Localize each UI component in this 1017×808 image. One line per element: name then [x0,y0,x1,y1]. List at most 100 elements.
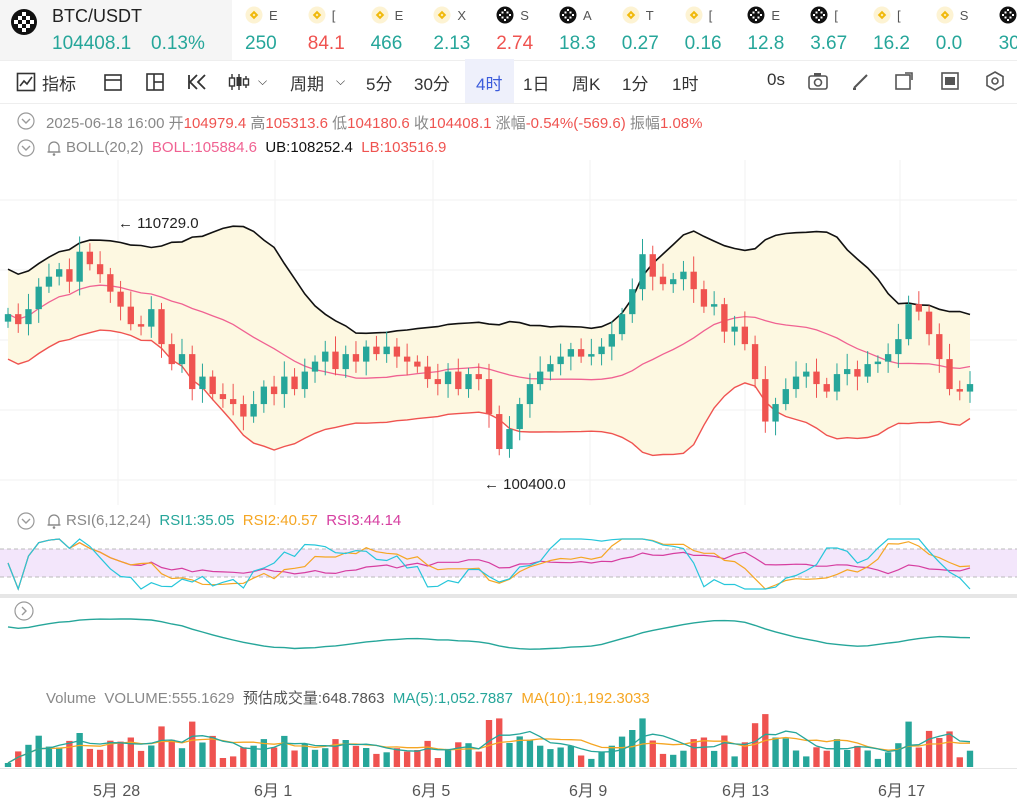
candle-body [86,251,94,265]
x-axis-label: 6月 17 [878,783,926,800]
pencil-icon[interactable] [851,71,871,91]
candle-body [250,404,257,417]
rsi-chart[interactable] [0,535,1017,592]
indicator-line-chart[interactable] [0,600,1017,680]
volume-bar [168,739,175,767]
ticker-item[interactable]: [16.2 [873,0,931,60]
candle-body [884,354,892,362]
ticker-item[interactable]: [84.1 [308,0,366,60]
change-value: -0.54%(-569.6) [525,115,626,132]
interval-tab[interactable]: 1时 [672,75,699,94]
volume-bar [946,731,953,767]
collapse-icon[interactable] [17,112,35,130]
x-axis-label: 6月 1 [254,783,293,800]
chevron-down-icon[interactable]: ⌵ [258,74,268,88]
ticker-item[interactable]: 30 [999,0,1017,60]
ticker-item[interactable]: [3.67 [810,0,868,60]
volume-bar [434,758,442,767]
volume-bar [76,733,83,767]
ticker-item[interactable]: E 250 [245,0,303,60]
candle-body [434,379,442,385]
ticker-item[interactable]: S 2.74 [496,0,554,60]
bell-icon[interactable] [45,139,63,157]
candle-body [936,334,943,360]
expand-icon[interactable] [14,601,34,621]
candle-body [557,356,564,365]
candle-body [117,291,124,307]
volume-bar [444,748,452,767]
x-axis-label: 6月 9 [569,783,608,800]
candle-body [854,369,861,377]
ticker-value: 84.1 [307,33,345,54]
candle-body [751,344,759,380]
ticker-value: 466 [370,33,403,54]
ticker-name: S [520,8,529,23]
ticker-name: E [394,8,404,23]
bnb-icon [433,6,451,24]
chevron-down-icon[interactable]: ⌵ [336,74,346,88]
volume-chart[interactable] [0,705,1017,767]
interval-tab[interactable]: 1日 [523,75,550,94]
x-axis-label: 5月 28 [93,783,141,800]
countdown-label: 0s [767,70,785,89]
volume-bar [844,750,851,767]
volume-bar [322,748,329,767]
volume-bar [577,755,585,767]
ticker-item[interactable]: [0.16 [685,0,743,60]
layout-icon[interactable] [145,72,165,92]
volume-bar [96,749,104,767]
bnb-icon [685,6,703,24]
volume-bar [680,750,687,767]
volume-bar [833,739,841,767]
candle-body [844,369,851,375]
rewind-icon[interactable] [187,72,209,92]
token-icon [810,6,828,24]
volume-bar [240,747,247,767]
candlestick-chart[interactable]: ← 110729.0 ← 100400.0 [0,160,1017,505]
interval-tab[interactable]: 4时 [476,75,503,94]
volume-bar [864,750,871,767]
volume-bar [86,748,94,767]
candle-body [782,389,789,405]
est-volume: 预估成交量:648.7863 [242,690,385,707]
volume-bar [229,756,237,767]
period-dropdown[interactable]: 周期 [290,75,324,94]
volume-bar [608,745,615,767]
screen-icon[interactable] [940,71,960,91]
ticker-item[interactable]: A 18.3 [559,0,617,60]
interval-tab[interactable]: 1分 [622,75,649,94]
interval-tab[interactable]: 5分 [366,75,393,94]
ticker-item[interactable]: S 0.0 [936,0,994,60]
fullscreen-icon[interactable] [894,71,914,91]
bell-icon[interactable] [45,512,63,530]
ticker-item[interactable]: T 0.27 [622,0,680,60]
candle-body [96,264,104,275]
settings-icon[interactable] [985,71,1005,91]
ohlc-info: 2025-06-18 16:00 开104979.4 高105313.6 低10… [46,112,702,133]
interval-tab[interactable]: 30分 [414,75,450,94]
candle-body [588,354,595,357]
candle-body [680,271,687,280]
volume-bar [270,747,278,767]
candle-body [414,361,421,367]
volume-bar [209,735,216,767]
collapse-icon[interactable] [17,139,35,157]
indicator-icon[interactable] [16,72,36,92]
ticker-item[interactable]: X 2.13 [433,0,491,60]
candle-body [639,254,646,290]
camera-icon[interactable] [807,71,829,91]
ticker-name: S [959,8,969,23]
indicator-button[interactable]: 指标 [42,75,76,94]
pair-selector[interactable]: BTC/USDT 104408.1 0.13% [0,0,232,60]
volume-bar [659,753,667,767]
candle-type-icon[interactable] [228,72,250,92]
calendar-icon[interactable] [103,72,123,92]
volume-bar [588,758,595,767]
candle-body [567,349,575,357]
ticker-item[interactable]: E 12.8 [747,0,805,60]
collapse-icon[interactable] [17,512,35,530]
interval-tab[interactable]: 周K [572,75,601,94]
volume-bar [55,747,63,767]
ticker-item[interactable]: E 466 [371,0,429,60]
ticker-value: 0.27 [621,33,659,54]
